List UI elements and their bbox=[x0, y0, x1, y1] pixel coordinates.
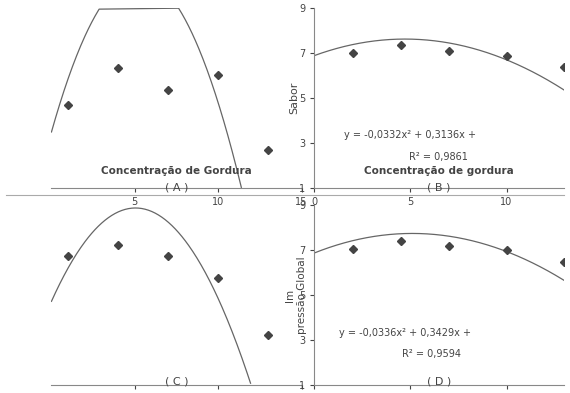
Text: ( B ): ( B ) bbox=[428, 183, 451, 193]
Y-axis label: Sabor: Sabor bbox=[290, 81, 300, 114]
Text: y = -0,0332x² + 0,3136x +: y = -0,0332x² + 0,3136x + bbox=[344, 130, 476, 140]
Text: ( A ): ( A ) bbox=[165, 183, 188, 193]
Text: R² = 0,9861: R² = 0,9861 bbox=[409, 152, 468, 162]
Text: R² = 0,8889: R² = 0,8889 bbox=[107, 241, 165, 252]
Text: y = -0,0336x² + 0,3429x +: y = -0,0336x² + 0,3429x + bbox=[339, 328, 471, 338]
Text: y = -0,0375x² + 0,395x + 6,6671: y = -0,0375x² + 0,395x + 6,6671 bbox=[64, 220, 227, 230]
Text: Concentração de Gordura: Concentração de Gordura bbox=[101, 166, 252, 176]
Text: R² = 0,9594: R² = 0,9594 bbox=[402, 349, 461, 359]
Text: ( C ): ( C ) bbox=[165, 376, 188, 386]
Text: Concentração de gordura: Concentração de gordura bbox=[364, 166, 514, 176]
Y-axis label: Im
pressão Global: Im pressão Global bbox=[285, 257, 307, 334]
Text: ( D ): ( D ) bbox=[427, 376, 451, 386]
